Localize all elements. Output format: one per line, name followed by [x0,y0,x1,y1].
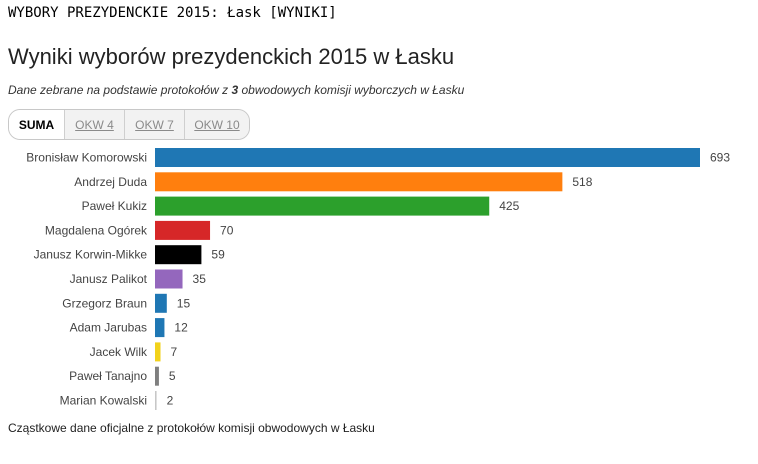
category-label-jacek-wilk: Jacek Wilk [90,345,148,359]
chart-subtitle: Dane zebrane na podstawie protokołów z 3… [8,83,464,97]
subtitle-text-end: obwodowych komisji wyborczych w Łasku [238,83,465,97]
value-label-grzegorz-braun: 15 [177,296,191,310]
tab-okw-4[interactable]: OKW 4 [64,110,124,139]
value-label-pawel-kukiz: 425 [499,199,519,213]
category-label-grzegorz-braun: Grzegorz Braun [62,296,147,310]
bar-pawel-kukiz [155,196,490,216]
value-label-magdalena-ogorek: 70 [220,223,234,237]
bar-bronislaw-komorowski [155,148,700,167]
category-label-andrzej-duda: Andrzej Duda [74,175,147,189]
bar-janusz-korwin-mikke [155,245,202,265]
value-label-marian-kowalski: 2 [167,394,174,408]
bar-grzegorz-braun [155,293,167,313]
category-label-janusz-korwin-mikke: Janusz Korwin-Mikke [34,248,148,262]
bar-pawel-tanajno [155,366,159,386]
district-tabs: SUMA OKW 4 OKW 7 OKW 10 [8,109,250,140]
bar-magdalena-ogorek [155,220,211,240]
category-label-pawel-tanajno: Paweł Tanajno [69,369,147,383]
chart-title: Wyniki wyborów prezydenckich 2015 w Łask… [8,44,455,69]
category-label-pawel-kukiz: Paweł Kukiz [82,199,147,213]
page-header-title: WYBORY PREZYDENCKIE 2015: Łask [WYNIKI] [8,5,337,21]
chart-footer-note: Cząstkowe dane oficjalne z protokołów ko… [8,421,375,435]
category-label-janusz-palikot: Janusz Palikot [70,272,148,286]
category-label-adam-jarubas: Adam Jarubas [70,321,147,335]
value-label-jacek-wilk: 7 [171,345,178,359]
tab-okw-10[interactable]: OKW 10 [184,110,249,139]
value-label-andrzej-duda: 518 [572,175,592,189]
results-bar-chart: Bronisław Komorowski 693 Andrzej Duda 518 Pa… [26,148,730,410]
value-label-pawel-tanajno: 5 [169,369,176,383]
category-label-magdalena-ogorek: Magdalena Ogórek [45,223,148,237]
value-label-bronislaw-komorowski: 693 [710,151,730,165]
commission-count: 3 [231,83,239,97]
bar-jacek-wilk [155,342,161,362]
category-label-bronislaw-komorowski: Bronisław Komorowski [26,151,147,165]
bar-marian-kowalski [155,391,157,410]
category-label-marian-kowalski: Marian Kowalski [60,394,147,408]
tab-suma[interactable]: SUMA [9,110,64,139]
bar-adam-jarubas [155,318,165,338]
value-label-janusz-palikot: 35 [193,272,207,286]
subtitle-text-start: Dane zebrane na podstawie protokołów z [8,83,232,97]
bar-janusz-palikot [155,269,183,289]
bar-andrzej-duda [155,172,563,192]
tab-okw-7[interactable]: OKW 7 [124,110,184,139]
value-label-janusz-korwin-mikke: 59 [211,248,225,262]
value-label-adam-jarubas: 12 [174,321,188,335]
